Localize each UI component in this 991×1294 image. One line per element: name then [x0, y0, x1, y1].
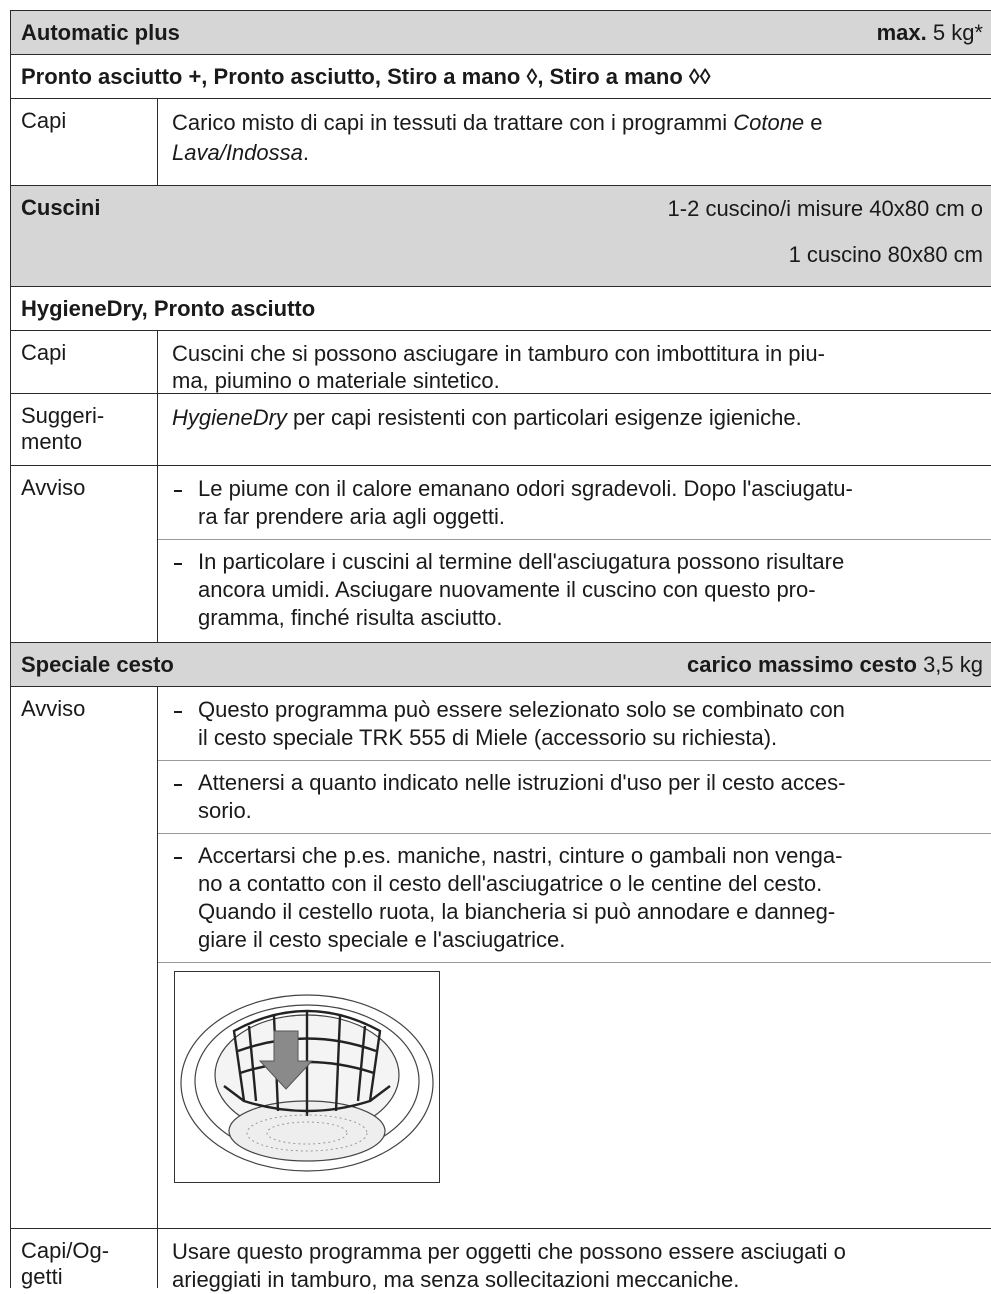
bullet-list: Questo programma può essere selezionato … — [157, 687, 991, 1228]
text-line: Le piume con il calore emanano odori sgr… — [198, 476, 853, 501]
text: . — [302, 140, 309, 165]
text-line: sorio. — [198, 798, 252, 823]
text-line: Cuscini che si possono asciugare in tamb… — [172, 341, 825, 366]
arrow — [258, 1030, 314, 1090]
section-header: Speciale cesto carico massimo cesto 3,5 … — [10, 642, 991, 686]
bullet-marker — [174, 711, 182, 713]
bullet-item: Questo programma può essere selezionato … — [172, 696, 977, 760]
table-row: Avviso Le piume con il calore emanano od… — [10, 465, 991, 642]
text-line: ancora umidi. Asciugare nuovamente il cu… — [198, 577, 816, 602]
text-line: Suggeri- — [21, 403, 105, 428]
text-line: ma, piumino o materiale sintetico. — [172, 368, 500, 393]
bullet-marker — [174, 784, 182, 786]
text-line: 1-2 cuscino/i misure 40x80 cm o — [667, 196, 983, 221]
section-title: Speciale cesto — [21, 652, 174, 677]
max-value: 5 kg* — [932, 20, 983, 45]
text-line: mento — [21, 429, 83, 454]
programs: Pronto asciutto +, Pronto asciutto, Stir… — [21, 64, 711, 89]
program-name: Lava/Indossa — [172, 140, 303, 165]
bullet-item: Attenersi a quanto indicato nelle istruz… — [172, 769, 977, 833]
section-header: Automatic plus max. 5 kg* — [10, 10, 991, 54]
text: per capi resistenti con particolari esig… — [286, 405, 802, 430]
text-line: Questo programma può essere selezionato … — [198, 697, 845, 722]
row-label: Avviso — [21, 696, 86, 721]
load: 1-2 cuscino/i misure 40x80 cm o 1 cuscino… — [668, 186, 983, 278]
max-label: max. — [876, 20, 927, 45]
text-line: Attenersi a quanto indicato nelle istruz… — [198, 770, 846, 795]
max-label: carico massimo cesto — [687, 652, 917, 677]
table-row: Capi Carico misto di capi in tessuti da … — [10, 98, 991, 185]
text-line: il cesto speciale TRK 555 di Miele (acce… — [198, 725, 778, 750]
text-line: HygieneDry per capi resistenti con parti… — [172, 403, 977, 433]
separator — [158, 962, 991, 963]
program-name: HygieneDry — [172, 405, 287, 430]
programs: HygieneDry, Pronto asciutto — [21, 296, 316, 321]
text: Carico misto di capi in tessuti da tratt… — [172, 110, 734, 135]
separator — [158, 833, 991, 834]
text-line: arieggiati in tamburo, ma senza sollecit… — [172, 1267, 740, 1292]
bullet-marker — [174, 490, 182, 492]
bullet-item: In particolare i cuscini al termine dell… — [172, 548, 977, 640]
table-row: Capi Cuscini che si possono asciugare in… — [10, 330, 991, 393]
bullet-marker — [174, 563, 182, 565]
basket-illustration — [174, 971, 440, 1183]
row-label: Avviso — [21, 475, 86, 500]
text-line: Carico misto di capi in tessuti da tratt… — [172, 108, 977, 138]
bullet-item: Accertarsi che p.es. maniche, nastri, ci… — [172, 842, 977, 962]
text-line: Lava/Indossa. — [172, 138, 977, 168]
program-row: HygieneDry, Pronto asciutto — [10, 286, 991, 330]
max-load: max. 5 kg* — [877, 20, 983, 46]
separator — [158, 539, 991, 540]
max-value: 3,5 kg — [923, 652, 983, 677]
text-line: Accertarsi che p.es. maniche, nastri, ci… — [198, 843, 843, 868]
text-line: Capi/Og- — [21, 1238, 110, 1263]
text-line: giare il cesto speciale e l'asciugatrice… — [198, 927, 566, 952]
bullet-marker — [174, 857, 182, 859]
section-title: Cuscini — [21, 195, 101, 220]
row-label: Capi — [21, 340, 67, 365]
bullets: Questo programma può essere selezionato … — [158, 696, 991, 962]
text-line: Quando il cestello ruota, la biancheria … — [198, 899, 836, 924]
table-row: Capi/Og-getti Usare questo programma per… — [10, 1228, 991, 1292]
bullet-item: Le piume con il calore emanano odori sgr… — [172, 475, 977, 539]
text-line: In particolare i cuscini al termine dell… — [198, 549, 845, 574]
row-label: Capi — [21, 108, 67, 133]
text-line: ra far prendere aria agli oggetti. — [198, 504, 505, 529]
bullet-list: Le piume con il calore emanano odori sgr… — [157, 466, 991, 642]
section-title: Automatic plus — [21, 20, 180, 45]
row-text: Usare questo programma per oggetti che p… — [157, 1229, 991, 1292]
row-label: Suggeri-mento — [21, 403, 104, 455]
separator — [158, 760, 991, 761]
program-row: Pronto asciutto +, Pronto asciutto, Stir… — [10, 54, 991, 98]
text-line: gramma, finché risulta asciutto. — [198, 605, 503, 630]
row-label: Capi/Og-getti — [21, 1238, 109, 1290]
program-name: Cotone — [733, 110, 805, 135]
row-text: HygieneDry per capi resistenti con parti… — [157, 394, 991, 465]
text: e — [804, 110, 823, 135]
max-load: carico massimo cesto 3,5 kg — [687, 652, 983, 678]
text-line: no a contatto con il cesto dell'asciugat… — [198, 871, 823, 896]
text-line: getti — [21, 1264, 63, 1289]
text-line: 1 cuscino 80x80 cm — [788, 242, 983, 267]
text-line: Usare questo programma per oggetti che p… — [172, 1239, 846, 1264]
table-row: Avviso Questo programma può essere selez… — [10, 686, 991, 1228]
row-text: Cuscini che si possono asciugare in tamb… — [157, 331, 991, 393]
row-text: Carico misto di capi in tessuti da tratt… — [157, 99, 991, 185]
dots — [246, 1114, 368, 1152]
table-row: Suggeri-mento HygieneDry per capi resist… — [10, 393, 991, 465]
